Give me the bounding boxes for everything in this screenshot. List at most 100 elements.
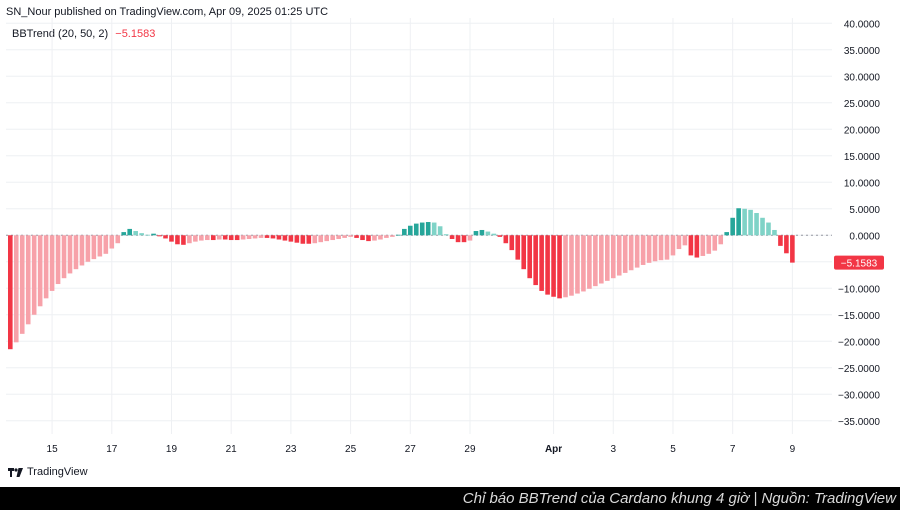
histogram-bar (425, 222, 431, 236)
publisher-line: SN_Nour published on TradingView.com, Ap… (6, 6, 329, 18)
x-tick-label: 23 (285, 444, 297, 455)
histogram-bar (288, 235, 294, 242)
histogram-bar (19, 235, 25, 334)
histogram-bar (682, 235, 688, 246)
histogram-bar (712, 235, 718, 251)
histogram-bar (563, 235, 568, 298)
histogram-bar (419, 222, 425, 236)
histogram-bar (664, 235, 670, 260)
histogram-bar (372, 235, 377, 241)
histogram-bar (163, 235, 168, 239)
indicator-name: BBTrend (20, 50, 2) (12, 28, 109, 40)
histogram-bar (193, 235, 198, 242)
histogram-bar (342, 235, 347, 238)
histogram-bar (222, 235, 228, 240)
histogram-bar (169, 235, 174, 242)
histogram-bar (694, 235, 700, 258)
histogram-bar (294, 235, 300, 243)
x-tick-label: 15 (47, 444, 59, 455)
histogram-bar (246, 235, 252, 239)
x-tick-label: 19 (166, 444, 178, 455)
histogram-bar (37, 235, 43, 307)
histogram-bar (461, 235, 467, 243)
histogram-bar (581, 235, 586, 292)
caption-text: Chỉ báo BBTrend của Cardano khung 4 giờ … (462, 490, 896, 507)
y-tick-label: −20.0000 (838, 337, 880, 348)
histogram-bar (91, 235, 97, 260)
histogram-bar (545, 235, 550, 295)
histogram-bar (121, 232, 127, 236)
histogram-bar (324, 235, 330, 242)
histogram-bar (575, 235, 580, 294)
histogram-bar (515, 235, 521, 260)
histogram-bar (443, 234, 449, 236)
histogram-bar (467, 235, 473, 241)
y-tick-label: −35.0000 (838, 417, 880, 428)
histogram-bar (724, 232, 729, 236)
histogram-bar (115, 235, 121, 244)
histogram-bar (264, 235, 270, 238)
histogram-bar (145, 234, 150, 236)
histogram-bar (366, 235, 371, 242)
last-value-tag (834, 255, 884, 270)
histogram-bar (622, 235, 628, 273)
histogram-bar (378, 235, 383, 240)
histogram-bar (437, 226, 443, 236)
histogram-bar (652, 235, 658, 262)
bbtrend-chart[interactable]: 40.000035.000030.000025.000020.000015.00… (0, 0, 900, 487)
histogram-bar (569, 235, 574, 296)
histogram-bar (449, 235, 455, 239)
histogram-bar (616, 235, 622, 276)
indicator-legend[interactable]: BBTrend (20, 50, 2) −5.1583 (12, 28, 155, 40)
x-tick-label: 21 (226, 444, 238, 455)
histogram-bar (527, 235, 532, 279)
x-tick-label: 3 (610, 444, 616, 455)
histogram-bar (718, 235, 724, 245)
histogram-bar (109, 235, 115, 249)
histogram-bar (354, 235, 359, 238)
x-tick-label: 9 (790, 444, 796, 455)
histogram-bar (670, 235, 676, 256)
tradingview-logo-text: TradingView (27, 466, 88, 478)
histogram-bar (431, 222, 437, 236)
histogram-bar (736, 208, 741, 236)
y-tick-label: 35.0000 (844, 46, 881, 57)
histogram-bar (784, 235, 789, 254)
histogram-bar (742, 208, 747, 236)
histogram-bar (157, 235, 162, 237)
histogram-bar (485, 231, 491, 236)
histogram-bar (676, 235, 682, 250)
y-tick-label: −10.0000 (838, 284, 880, 295)
histogram-bar (240, 235, 246, 240)
histogram-bar (455, 235, 461, 243)
histogram-bar (228, 235, 234, 241)
y-tick-label: −30.0000 (838, 390, 880, 401)
histogram-bar (312, 235, 318, 244)
histogram-bar (67, 235, 73, 274)
histogram-bar (97, 235, 103, 257)
histogram-bar (205, 235, 210, 241)
histogram-bar (760, 217, 765, 236)
last-value-label: −5.1583 (841, 259, 878, 270)
histogram-bar (610, 235, 616, 279)
histogram-bar (103, 235, 109, 254)
histogram-bar (85, 235, 91, 262)
histogram-bar (396, 234, 401, 236)
y-tick-label: 40.0000 (844, 19, 881, 30)
histogram-bar (593, 235, 598, 287)
histogram-bar (270, 235, 276, 239)
histogram-bar (25, 235, 31, 325)
histogram-bar (605, 235, 610, 281)
histogram-bar (49, 235, 55, 291)
histogram-bar (497, 235, 503, 237)
histogram-bar (384, 235, 389, 238)
histogram-bar (306, 235, 312, 244)
histogram-bar (640, 235, 646, 265)
x-tick-label: 5 (670, 444, 676, 455)
histogram-bar (557, 235, 562, 299)
histogram-bar (61, 235, 67, 279)
histogram-bar (8, 235, 13, 350)
x-tick-label: 29 (464, 444, 476, 455)
histogram-bar (402, 228, 407, 236)
tradingview-logo[interactable]: TradingView (8, 466, 88, 478)
